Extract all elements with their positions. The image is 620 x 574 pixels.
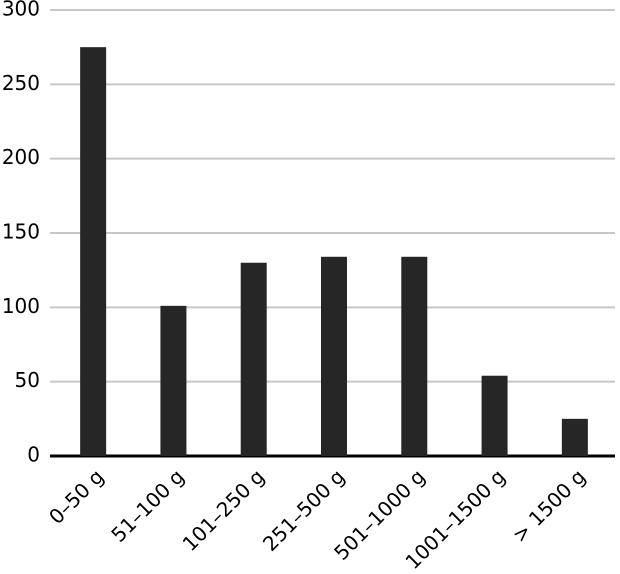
bar xyxy=(561,418,588,456)
x-tick-label: > 1500 g xyxy=(507,464,590,547)
x-tick-label: 101–250 g xyxy=(178,464,270,556)
y-tick-label: 50 xyxy=(15,368,40,392)
bar xyxy=(160,305,187,456)
x-tick-label: 0–50 g xyxy=(44,464,109,529)
bar xyxy=(401,256,428,456)
y-tick-label: 100 xyxy=(2,294,40,318)
bar xyxy=(240,262,267,456)
y-tick-label: 150 xyxy=(2,220,40,244)
bar xyxy=(80,47,107,457)
y-tick-label: 300 xyxy=(2,0,40,21)
y-tick-label: 200 xyxy=(2,145,40,169)
bar xyxy=(321,256,347,456)
bar xyxy=(481,375,508,456)
y-tick-label: 0 xyxy=(27,443,40,467)
x-tick-label: 51–100 g xyxy=(106,464,189,547)
y-tick-label: 250 xyxy=(2,71,40,95)
